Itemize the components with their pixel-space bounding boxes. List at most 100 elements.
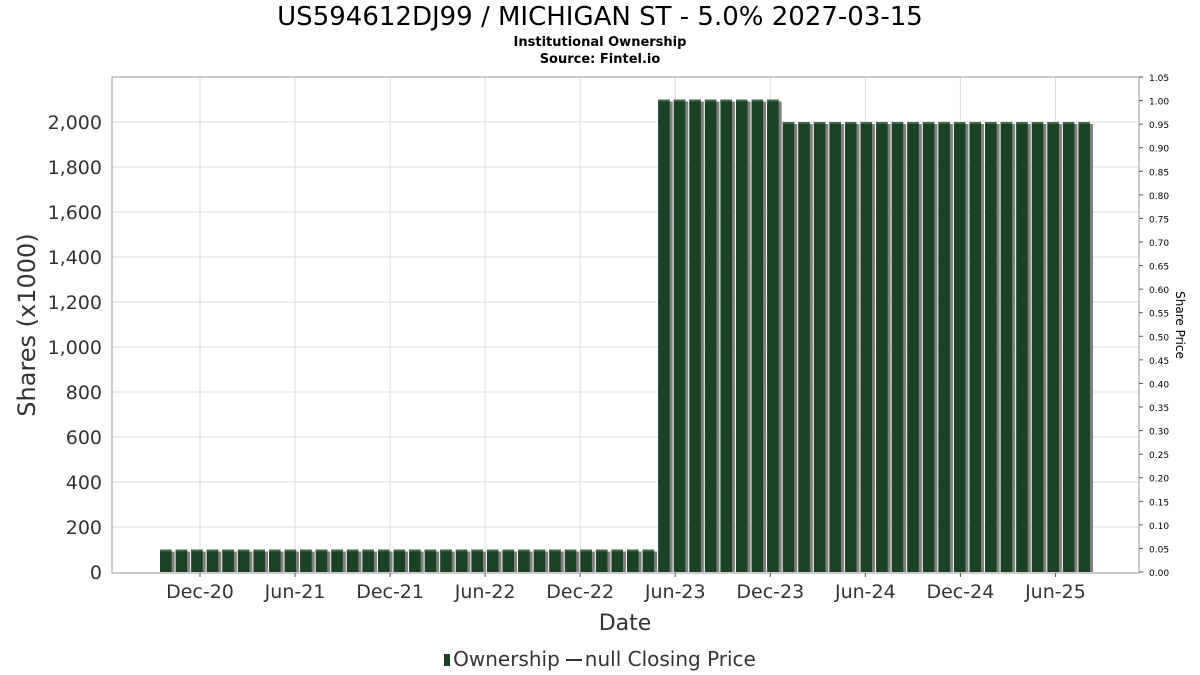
ownership-bar xyxy=(1031,122,1044,572)
bar-top-edge xyxy=(222,549,234,552)
plot-frame xyxy=(111,76,1140,574)
y2-tick-label: 0.65 xyxy=(1149,263,1169,273)
y2-tick-label: 0.90 xyxy=(1149,145,1169,155)
ownership-bar xyxy=(455,549,468,572)
y2-tick-label: 0.45 xyxy=(1149,357,1169,367)
y2-tick-label: 0.35 xyxy=(1149,404,1169,414)
y2-tick-label: 0.40 xyxy=(1149,380,1169,390)
bar-top-edge xyxy=(891,122,904,124)
y-tick-label: 2,000 xyxy=(48,112,102,134)
ownership-bar xyxy=(564,549,577,572)
y2-tick-label: 0.70 xyxy=(1149,239,1169,249)
ownership-bar xyxy=(346,549,359,572)
bar-top-edge xyxy=(985,122,997,124)
ownership-bar xyxy=(440,549,452,572)
ownership-bar xyxy=(876,122,888,572)
y2-tick-label: 0.30 xyxy=(1149,428,1169,438)
x-tick-label: Jun-25 xyxy=(1024,581,1086,603)
y2-tick-label: 0.75 xyxy=(1149,215,1169,225)
bar-top-edge xyxy=(206,549,219,552)
y2-tick-label: 0.20 xyxy=(1149,475,1169,485)
ownership-bar xyxy=(486,549,499,572)
ownership-bar xyxy=(1078,122,1090,572)
ownership-bar xyxy=(704,99,717,572)
bar-top-edge xyxy=(455,549,468,552)
y-axis-title: Shares (x1000) xyxy=(13,233,41,416)
bar-top-edge xyxy=(595,549,608,552)
ownership-bar xyxy=(673,99,686,572)
ownership-bar xyxy=(767,99,779,572)
gridlines xyxy=(112,77,1139,573)
bar-top-edge xyxy=(642,549,655,552)
ownership-bar xyxy=(891,122,904,572)
y2-tick-label: 0.50 xyxy=(1149,333,1169,343)
ownership-bar xyxy=(689,99,701,572)
bar-top-edge xyxy=(331,549,343,552)
bar-top-edge xyxy=(580,549,592,552)
bar-top-edge xyxy=(1047,122,1059,124)
bar-top-edge xyxy=(782,122,795,124)
y2-tick-label: 0.60 xyxy=(1149,286,1169,296)
bar-top-edge xyxy=(798,122,810,124)
bar-top-edge xyxy=(876,122,888,124)
bar-top-edge xyxy=(969,122,982,124)
y2-tick-label: 0.15 xyxy=(1149,498,1169,508)
x-tick-label: Dec-24 xyxy=(926,581,994,603)
y-tick-label: 400 xyxy=(66,472,102,494)
ownership-bar xyxy=(206,549,219,572)
y-axis-right: 0.00 0.05 0.10 0.15 0.20 0.25 0.30 0.35 0.40 0.45… xyxy=(1139,74,1169,579)
bar-top-edge xyxy=(735,99,748,102)
ownership-bar xyxy=(1062,122,1075,572)
bar-top-edge xyxy=(1031,122,1044,124)
bar-top-edge xyxy=(1062,122,1075,124)
bar-top-edge xyxy=(315,549,328,552)
bar-top-edge xyxy=(829,122,841,124)
chart-source: Source: Fintel.io xyxy=(539,52,661,67)
ownership-bar xyxy=(1016,122,1028,572)
ownership-bar xyxy=(331,549,343,572)
chart-title: US594612DJ99 / MICHIGAN ST - 5.0% 2027-0… xyxy=(277,2,923,32)
bar-top-edge xyxy=(393,549,406,552)
y-tick-label: 1,400 xyxy=(48,247,102,269)
x-tick-label: Dec-22 xyxy=(546,581,614,603)
bar-top-edge xyxy=(1000,122,1013,124)
ownership-bar xyxy=(969,122,982,572)
y2-tick-label: 0.00 xyxy=(1149,569,1169,579)
ownership-bars xyxy=(160,99,1093,572)
ownership-bar xyxy=(315,549,328,572)
y-tick-label: 800 xyxy=(66,382,102,404)
y-tick-label: 200 xyxy=(66,517,102,539)
y2-tick-label: 0.80 xyxy=(1149,192,1169,202)
ownership-bar xyxy=(907,122,919,572)
x-axis: Dec-20 Jun-21 Dec-21 Jun-22 Dec-22 Jun-23 Dec-… xyxy=(166,573,1086,603)
ownership-bar xyxy=(829,122,841,572)
bar-top-edge xyxy=(953,122,966,124)
x-tick-label: Dec-21 xyxy=(356,581,424,603)
ownership-bar xyxy=(798,122,810,572)
y-tick-label: 1,000 xyxy=(48,337,102,359)
legend-ownership-label: Ownership xyxy=(453,647,560,671)
x-tick-label: Jun-21 xyxy=(264,581,326,603)
bar-top-edge xyxy=(518,549,530,552)
bar-top-edge xyxy=(720,99,732,102)
x-axis-title: Date xyxy=(599,611,652,636)
x-tick-label: Jun-24 xyxy=(834,581,896,603)
ownership-bar xyxy=(938,122,950,572)
bar-top-edge xyxy=(564,549,577,552)
x-tick-label: Dec-23 xyxy=(736,581,804,603)
ownership-bar xyxy=(627,549,639,572)
ownership-bar xyxy=(362,549,374,572)
ownership-bar xyxy=(253,549,265,572)
bar-top-edge xyxy=(300,549,312,552)
bar-top-edge xyxy=(502,549,515,552)
bar-top-edge xyxy=(284,549,297,552)
bar-top-edge xyxy=(751,99,764,102)
ownership-bar xyxy=(611,549,623,572)
bar-top-edge xyxy=(1016,122,1028,124)
y-tick-label: 0 xyxy=(90,562,102,584)
bar-top-edge xyxy=(704,99,717,102)
bar-top-edge xyxy=(673,99,686,102)
ownership-bar xyxy=(580,549,592,572)
legend: Ownership null Closing Price xyxy=(0,647,1200,671)
bar-top-edge xyxy=(844,122,857,124)
